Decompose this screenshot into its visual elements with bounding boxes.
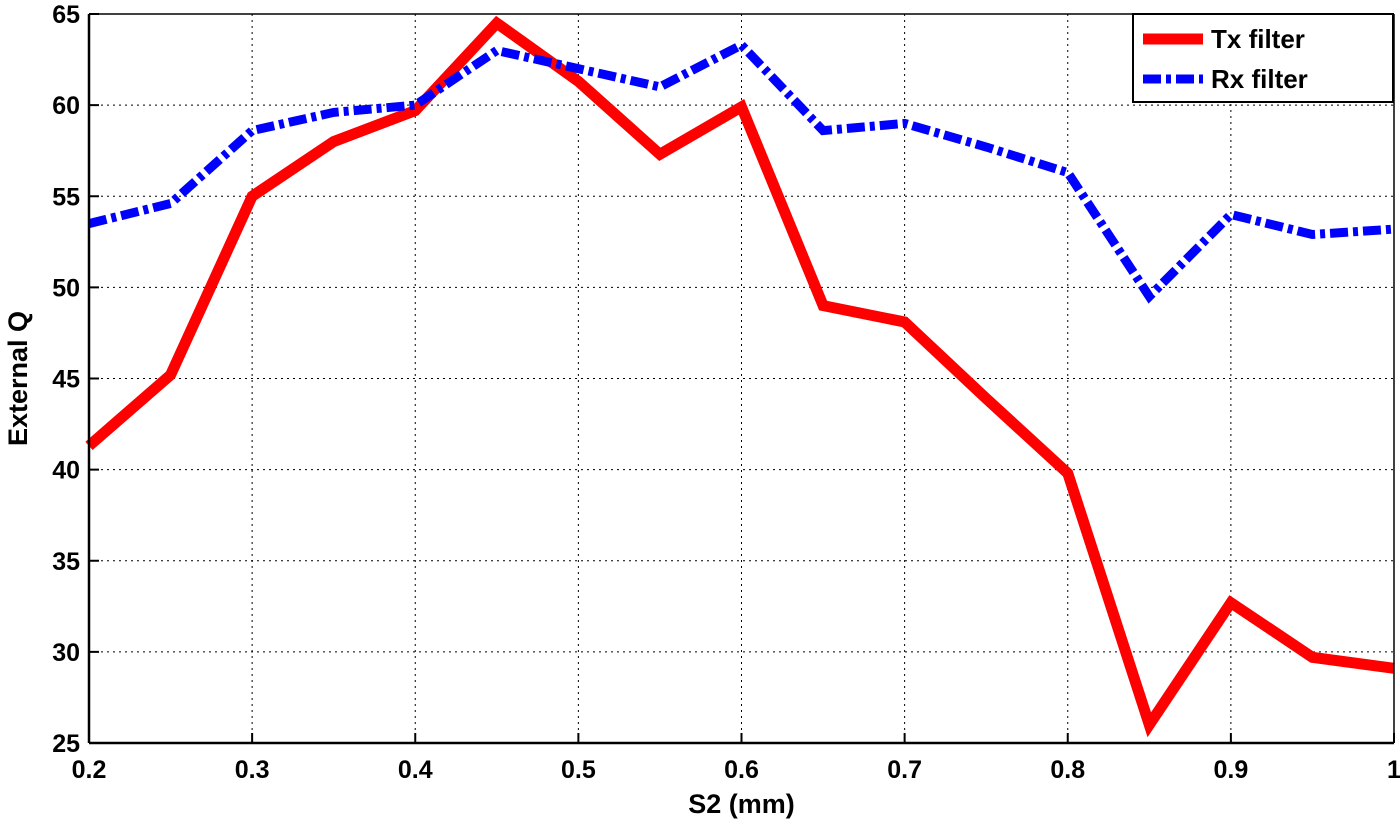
y-tick-label: 65 bbox=[52, 1, 80, 29]
x-tick-label: 0.8 bbox=[1050, 756, 1085, 784]
x-tick-label: 0.7 bbox=[887, 756, 922, 784]
legend: Tx filter Rx filter bbox=[1132, 13, 1394, 103]
legend-label-tx: Tx filter bbox=[1211, 24, 1305, 54]
x-axis-title: S2 (mm) bbox=[688, 789, 795, 819]
x-tick-label: 0.4 bbox=[398, 756, 433, 784]
y-tick-label: 60 bbox=[52, 92, 80, 120]
y-tick-label: 35 bbox=[52, 548, 80, 576]
x-tick-label: 0.3 bbox=[235, 756, 270, 784]
y-tick-label: 40 bbox=[52, 457, 80, 485]
y-tick-label: 45 bbox=[52, 366, 80, 394]
series-group bbox=[85, 15, 1395, 738]
x-tick-label: 0.9 bbox=[1213, 756, 1248, 784]
y-axis-title: External Q bbox=[3, 311, 33, 446]
y-tick-label: 55 bbox=[52, 183, 80, 211]
y-tick-label: 50 bbox=[52, 274, 80, 302]
grid bbox=[89, 14, 1394, 743]
x-tick-label: 0.2 bbox=[72, 756, 107, 784]
y-tick-label: 30 bbox=[52, 639, 80, 667]
legend-label-rx: Rx filter bbox=[1211, 64, 1308, 94]
series-line-tx bbox=[85, 15, 1395, 738]
y-tick-label: 25 bbox=[52, 730, 80, 758]
legend-box bbox=[1132, 13, 1394, 103]
x-tick-label: 1 bbox=[1387, 756, 1400, 784]
x-tick-label: 0.5 bbox=[561, 756, 596, 784]
tick-labels: 0.2 0.3 0.4 0.5 0.6 0.7 0.8 0.9 1 25 30 35 40 45 50 55 6… bbox=[52, 1, 1400, 784]
x-tick-label: 0.6 bbox=[724, 756, 759, 784]
